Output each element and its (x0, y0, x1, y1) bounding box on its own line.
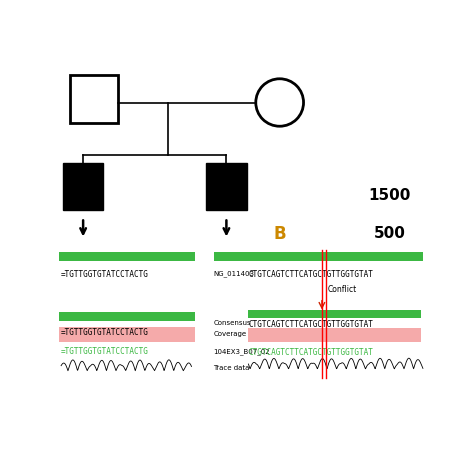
Text: CTGTCAGTCTTCATGCTGTTGGTGTAT: CTGTCAGTCTTCATGCTGTTGGTGTAT (248, 270, 374, 279)
Bar (59, 252, 195, 261)
Text: Coverage: Coverage (213, 331, 246, 337)
Text: =TGTTGGTGTATCCTACTG: =TGTTGGTGTATCCTACTG (61, 328, 149, 337)
Bar (248, 310, 421, 318)
Text: CTGTCAGTCTTCATGCTGTTGGTGTAT: CTGTCAGTCTTCATGCTGTTGGTGTAT (248, 348, 374, 357)
Text: Trace data: Trace data (213, 365, 250, 371)
Text: =TGTTGGTGTATCCTACTG: =TGTTGGTGTATCCTACTG (61, 347, 149, 356)
Text: CTGTCAGTCTTCATGCTGTTGGTGTAT: CTGTCAGTCTTCATGCTGTTGGTGTAT (248, 320, 374, 329)
Text: Conflict: Conflict (328, 285, 356, 294)
Bar (59, 312, 195, 321)
Text: NG_011403: NG_011403 (213, 270, 255, 277)
Text: Consensus: Consensus (213, 320, 251, 327)
Text: 500: 500 (374, 227, 406, 241)
Bar (206, 163, 246, 210)
Bar (59, 327, 195, 342)
Bar (213, 252, 423, 261)
Text: B: B (273, 225, 286, 243)
Text: 104EX3_B07_02: 104EX3_B07_02 (213, 348, 270, 355)
Bar (63, 163, 103, 210)
Text: 1500: 1500 (369, 188, 411, 203)
Text: =TGTTGGTGTATCCTACTG: =TGTTGGTGTATCCTACTG (61, 270, 149, 279)
Bar (70, 75, 118, 123)
Bar (248, 328, 421, 342)
